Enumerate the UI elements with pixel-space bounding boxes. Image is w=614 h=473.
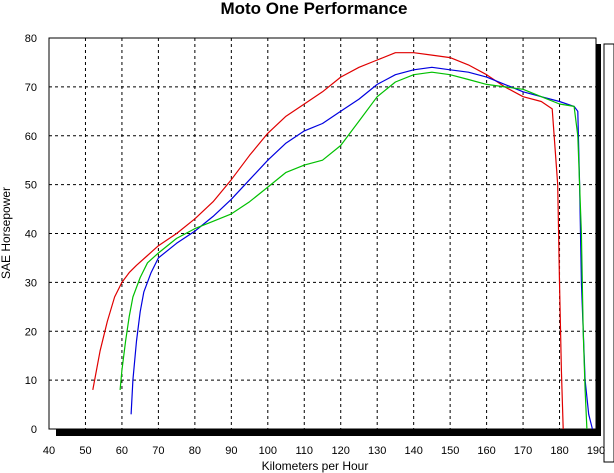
y-tick-label: 80 [25, 33, 37, 45]
x-axis-label: Kilometers per Hour [262, 459, 369, 473]
y-tick-label: 40 [25, 229, 37, 241]
x-tick-label: 70 [152, 445, 164, 457]
x-tick-label: 160 [477, 445, 495, 457]
y-tick-label: 20 [25, 326, 37, 338]
series-line-1 [92, 52, 564, 430]
x-tick-label: 130 [368, 445, 386, 457]
x-tick-label: 180 [550, 445, 568, 457]
x-tick-label: 120 [332, 445, 350, 457]
y-axis-label: SAE Horsepower [0, 187, 13, 279]
x-tick-label: 100 [259, 445, 277, 457]
y-tick-label: 0 [31, 424, 37, 436]
y-tick-label: 60 [25, 131, 37, 143]
x-tick-label: 40 [43, 445, 55, 457]
series-line-3 [119, 71, 588, 430]
tick-labels: 40 50 60 70 80 90 100 110 120 130 140 150 160 170 180 1… [25, 33, 605, 457]
x-tick-label: 170 [514, 445, 532, 457]
series-layer [92, 52, 593, 430]
x-tick-label: 60 [116, 445, 128, 457]
side-panel-strip [603, 43, 614, 463]
y-tick-label: 50 [25, 180, 37, 192]
x-tick-label: 140 [404, 445, 422, 457]
x-tick-label: 110 [295, 445, 313, 457]
plot-frame [48, 37, 597, 430]
y-tick-label: 70 [25, 82, 37, 94]
y-tick-label: 30 [25, 277, 37, 289]
x-tick-label: 90 [225, 445, 237, 457]
plot-shadow-right [596, 44, 601, 436]
grid [49, 38, 596, 429]
x-tick-label: 190 [587, 445, 605, 457]
y-tick-label: 10 [25, 375, 37, 387]
plot-shadow-bottom [56, 429, 601, 436]
chart-title: Moto One Performance [220, 0, 407, 18]
x-tick-label: 50 [79, 445, 91, 457]
x-tick-label: 150 [441, 445, 459, 457]
x-tick-label: 80 [189, 445, 201, 457]
